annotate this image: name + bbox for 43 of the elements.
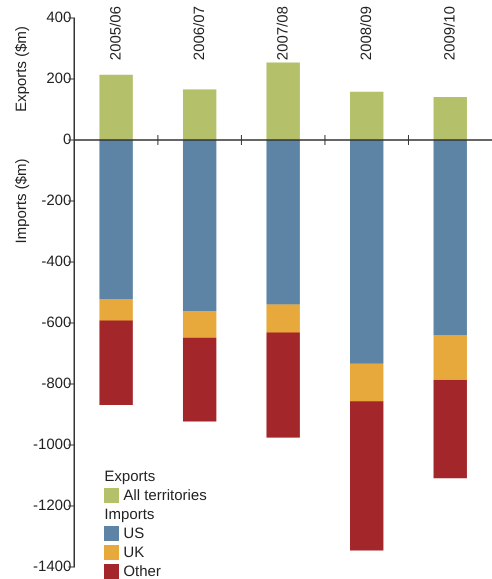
x-tick-label: 2006/07 bbox=[190, 6, 208, 60]
y-tick-label: -800 bbox=[41, 375, 72, 392]
bar bbox=[182, 338, 216, 422]
bar bbox=[182, 89, 216, 140]
legend-label: US bbox=[123, 524, 144, 543]
bar bbox=[266, 332, 300, 438]
y-tick-label: 0 bbox=[63, 131, 72, 148]
bar bbox=[434, 380, 467, 478]
y-tick-label: -1400 bbox=[32, 558, 72, 576]
bar bbox=[266, 140, 300, 304]
legend-label: UK bbox=[123, 543, 144, 562]
y-tick-label: -200 bbox=[41, 192, 72, 210]
bar bbox=[350, 401, 384, 551]
bar bbox=[350, 92, 384, 140]
bar bbox=[99, 74, 133, 140]
bar bbox=[434, 335, 467, 380]
legend-label: Other bbox=[123, 562, 161, 579]
x-tick-label: 2007/08 bbox=[274, 6, 292, 60]
x-tick-label: 2008/09 bbox=[358, 6, 375, 60]
bar bbox=[350, 140, 384, 364]
text: Imports ($m) bbox=[13, 158, 30, 244]
y-tick-label: -600 bbox=[41, 314, 72, 332]
bar bbox=[182, 311, 216, 338]
bar bbox=[266, 304, 300, 332]
annotation: Exports bbox=[104, 467, 156, 486]
x-tick-label: 2009/10 bbox=[441, 6, 458, 60]
bar bbox=[99, 320, 133, 406]
bar bbox=[182, 140, 216, 312]
y-tick-label: -1200 bbox=[32, 497, 72, 514]
bar bbox=[99, 299, 133, 321]
y-tick-label: 200 bbox=[46, 70, 72, 88]
y-tick-label: -1000 bbox=[32, 436, 72, 454]
bar bbox=[350, 364, 384, 402]
x-tick-label: 2005/06 bbox=[107, 6, 124, 60]
bar bbox=[99, 140, 133, 300]
legend-label: All territories bbox=[123, 486, 207, 505]
bar bbox=[266, 62, 300, 140]
y-tick-label: -400 bbox=[41, 253, 72, 270]
bar bbox=[434, 96, 467, 140]
annotation: Imports bbox=[104, 505, 156, 524]
bar bbox=[434, 140, 467, 336]
y-axis-title: Exports ($m) bbox=[13, 26, 30, 112]
y-tick-label: 400 bbox=[46, 9, 72, 26]
